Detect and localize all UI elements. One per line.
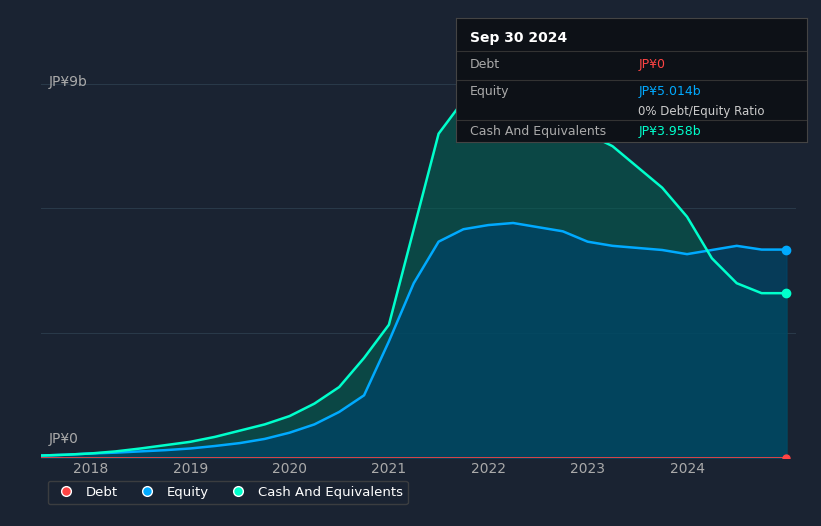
Text: Equity: Equity [470,85,509,98]
Text: JP¥5.014b: JP¥5.014b [639,85,701,98]
Text: JP¥3.958b: JP¥3.958b [639,125,701,138]
Text: Sep 30 2024: Sep 30 2024 [470,31,567,45]
Text: 0% Debt/Equity Ratio: 0% Debt/Equity Ratio [639,105,765,118]
Text: JP¥0: JP¥0 [639,58,665,71]
Legend: Debt, Equity, Cash And Equivalents: Debt, Equity, Cash And Equivalents [48,481,408,504]
Text: JP¥0: JP¥0 [48,432,79,446]
Text: Debt: Debt [470,58,500,71]
Text: Cash And Equivalents: Cash And Equivalents [470,125,606,138]
Text: JP¥9b: JP¥9b [48,75,88,89]
